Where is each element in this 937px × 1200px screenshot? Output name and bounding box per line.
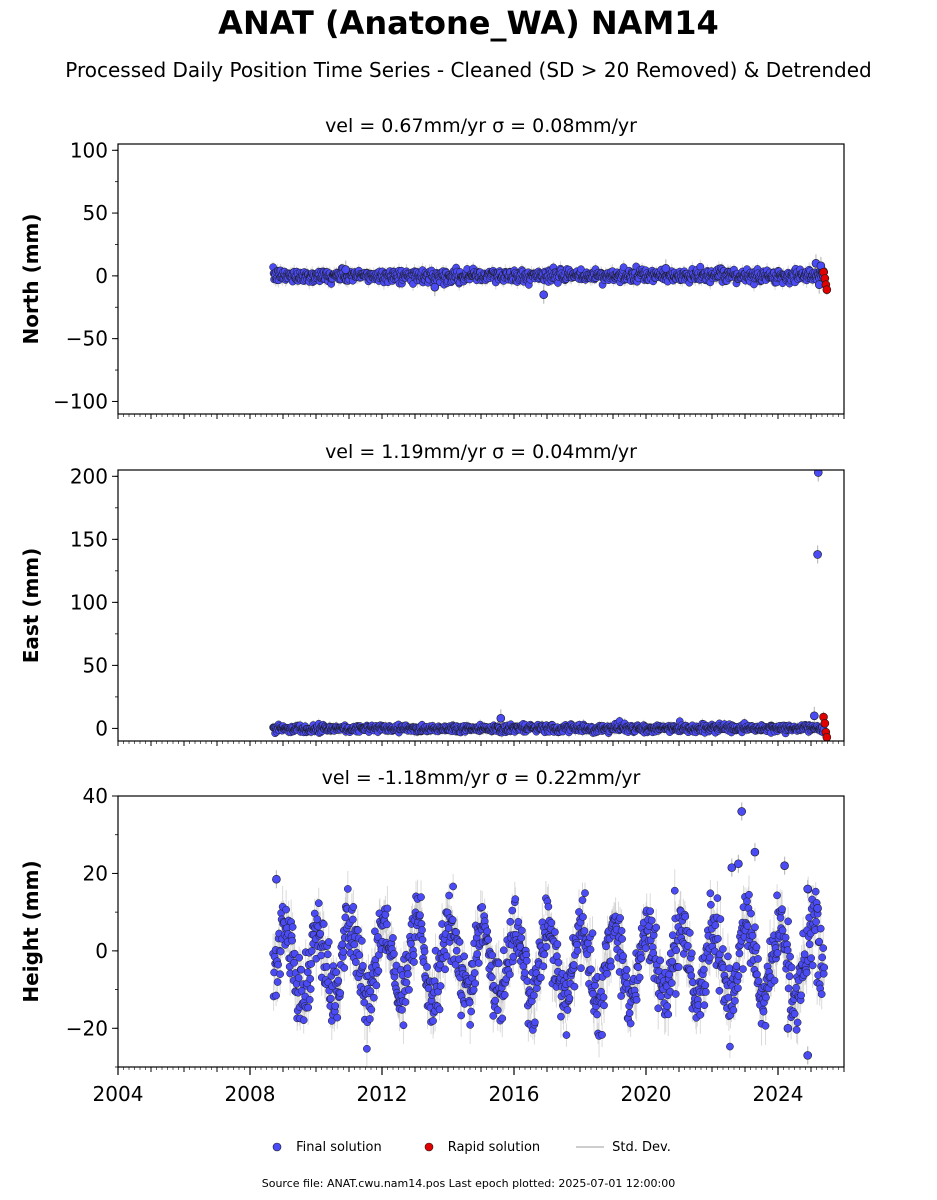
y-tick-label: 50 (83, 201, 108, 225)
final-point (661, 264, 671, 273)
final-point (809, 711, 819, 721)
points (269, 470, 832, 741)
y-tick-label: 50 (83, 653, 108, 677)
final-point (430, 282, 440, 292)
y-axis-label: North (mm) (19, 213, 43, 344)
y-tick-label: 100 (70, 590, 108, 614)
final-point (539, 290, 549, 299)
y-tick-label: −100 (53, 389, 108, 413)
panel-east: 0 50 100 150 200 vel = 1.19mm/yr σ = 0.04mm/y… (19, 441, 845, 746)
y-tick-label: 200 (70, 464, 108, 488)
y-tick-label: 0 (95, 716, 108, 740)
points (269, 259, 832, 299)
plot-area (269, 470, 832, 741)
panel-title: vel = 1.19mm/yr σ = 0.04mm/yr (325, 441, 637, 463)
y-tick-label: 100 (70, 138, 108, 162)
y-tick-label: 0 (95, 264, 108, 288)
page-subtitle: Processed Daily Position Time Series - C… (65, 58, 872, 82)
final-point (496, 714, 506, 723)
final-point (813, 550, 822, 559)
panel-title: vel = 0.67mm/yr σ = 0.08mm/yr (325, 115, 637, 137)
y-tick-label: −50 (66, 327, 108, 351)
rapid-point (820, 719, 830, 728)
rapid-point (822, 285, 832, 294)
final-point (619, 263, 628, 272)
page-title: ANAT (Anatone_WA) NAM14 (218, 4, 719, 42)
plot-area (269, 254, 832, 304)
y-tick-label: 150 (70, 527, 108, 551)
axes-frame (117, 469, 845, 742)
panel-north: −100 −50 0 50 100 vel = 0.67mm/yr σ = 0.08mm/… (19, 115, 845, 419)
final-point (813, 470, 823, 477)
std-dev-bars (272, 470, 828, 741)
y-axis-label: East (mm) (19, 548, 43, 664)
final-point (341, 265, 351, 274)
plot-area (269, 802, 829, 1067)
rapid-point (822, 732, 832, 741)
